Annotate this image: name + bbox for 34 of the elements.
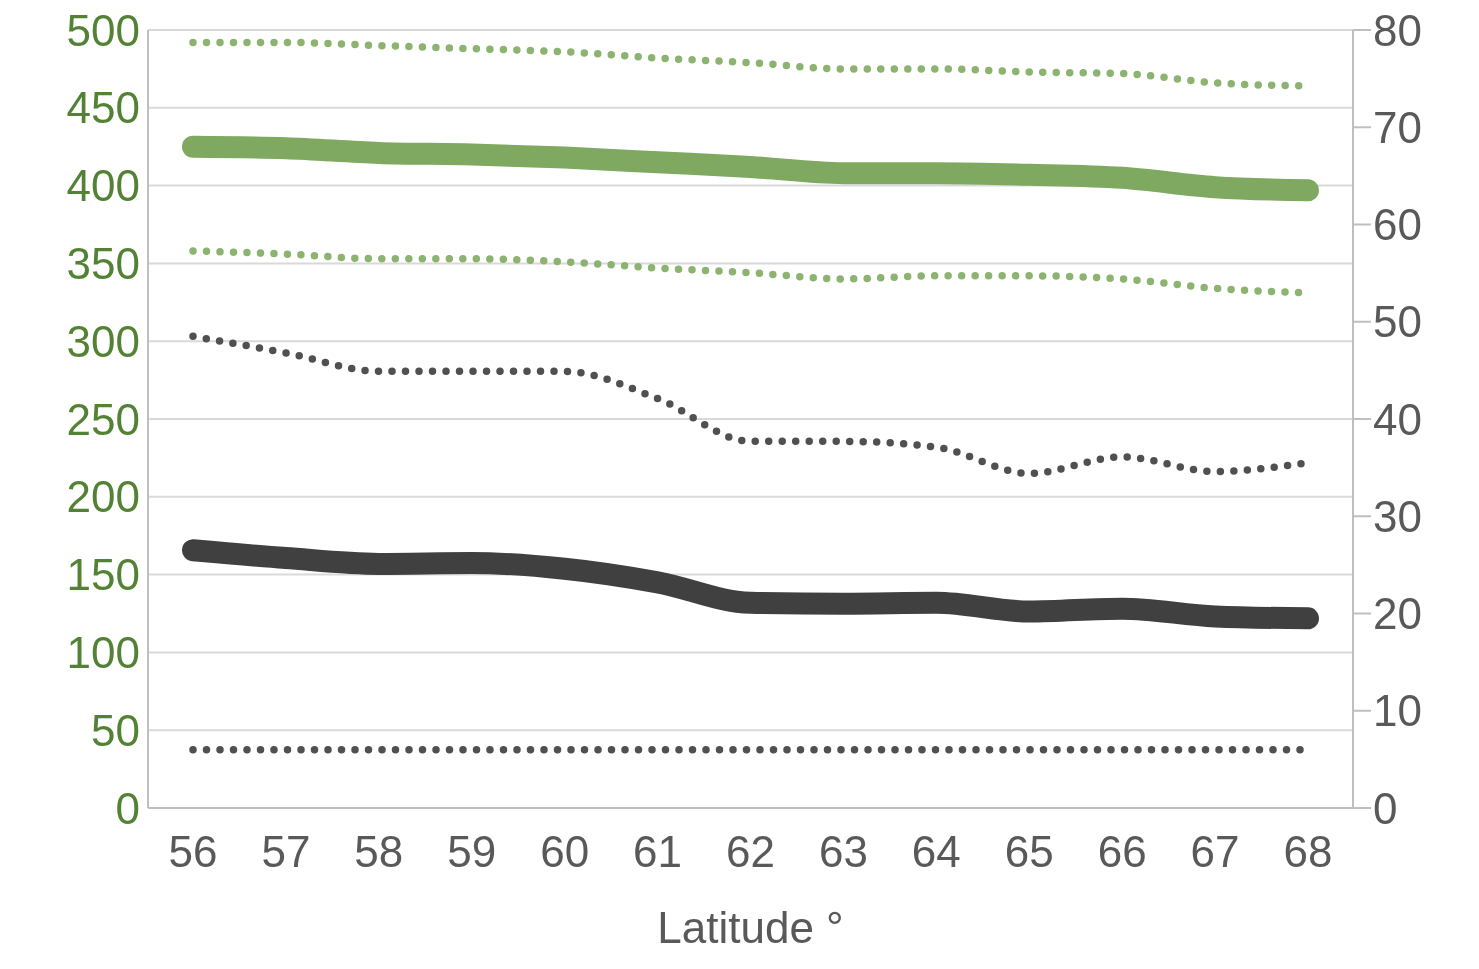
x-tick-label: 66 (1097, 827, 1147, 877)
x-tick-label: 65 (1004, 827, 1054, 877)
y2-tick-label: 30 (1373, 491, 1422, 541)
y2-tick-label: 0 (1373, 783, 1398, 833)
x-tick-label: 58 (354, 827, 404, 877)
x-tick-label: 56 (168, 827, 218, 877)
y2-tick-label: 60 (1373, 200, 1422, 250)
y-tick-label: 50 (91, 705, 140, 755)
x-tick-label: 68 (1283, 827, 1333, 877)
x-tick-label: 67 (1190, 827, 1240, 877)
x-tick-label: 63 (818, 827, 868, 877)
y2-tick-label: 10 (1373, 686, 1422, 736)
y2-tick-label: 70 (1373, 102, 1422, 152)
y-tick-label: 250 (66, 394, 140, 444)
x-tick-label: 62 (726, 827, 775, 877)
x-tick-label: 64 (911, 827, 961, 877)
x-tick-label: 61 (633, 827, 683, 877)
y-tick-label: 0 (115, 783, 140, 833)
y-tick-label: 500 (66, 5, 140, 55)
y-tick-label: 150 (66, 550, 140, 600)
x-tick-label: 60 (540, 827, 590, 877)
x-axis-title: Latitude ° (657, 903, 844, 952)
y-tick-label: 200 (66, 472, 140, 522)
y2-tick-label: 80 (1373, 5, 1422, 55)
y-tick-label: 350 (66, 239, 140, 289)
x-tick-label: 59 (447, 827, 497, 877)
y2-tick-label: 20 (1373, 589, 1422, 639)
y2-tick-label: 50 (1373, 297, 1422, 347)
y-tick-label: 400 (66, 161, 140, 211)
y2-tick-label: 40 (1373, 394, 1422, 444)
x-tick-label: 57 (261, 827, 311, 877)
y-tick-label: 100 (66, 628, 140, 678)
y-tick-label: 450 (66, 83, 140, 133)
y-tick-label: 300 (66, 316, 140, 366)
